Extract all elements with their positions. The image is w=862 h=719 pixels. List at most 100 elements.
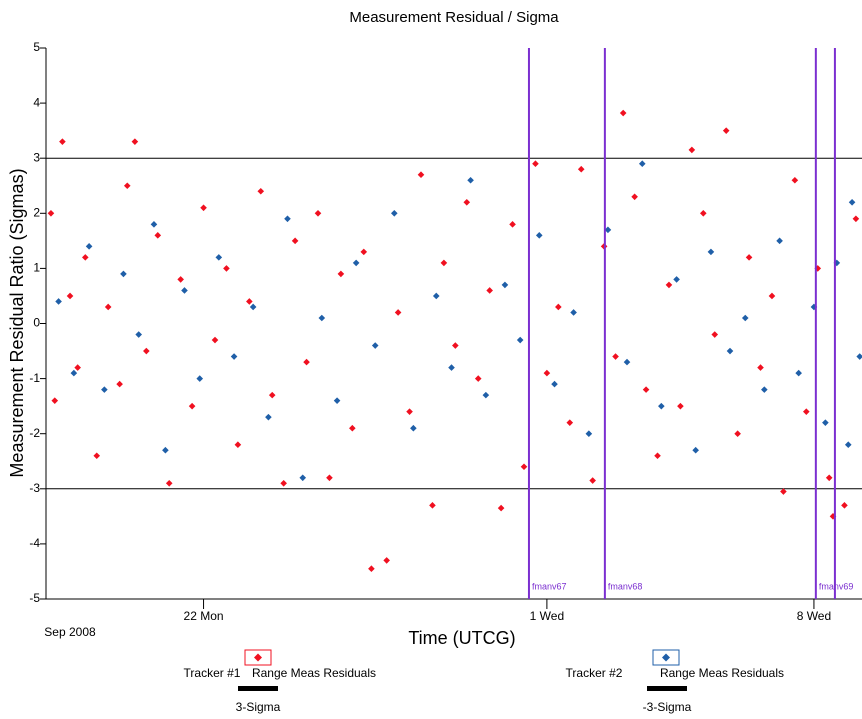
scatter-point xyxy=(780,488,787,495)
x-tick-label: 22 Mon xyxy=(184,609,224,623)
scatter-point xyxy=(486,287,493,294)
scatter-point xyxy=(162,446,169,454)
scatter-point xyxy=(604,226,612,234)
scatter-point xyxy=(482,391,490,399)
scatter-point xyxy=(844,441,852,449)
scatter-point xyxy=(410,424,417,432)
scatter-point xyxy=(123,182,131,190)
scatter-point xyxy=(585,430,593,437)
event-label: fmanv67 xyxy=(532,581,567,591)
scatter-point xyxy=(314,210,322,217)
scatter-point xyxy=(230,353,238,360)
y-tick-label: -1 xyxy=(29,371,40,385)
legend-group: Tracker #2 xyxy=(566,666,623,680)
scatter-point xyxy=(497,504,505,512)
scatter-point xyxy=(417,171,425,179)
scatter-point xyxy=(501,281,509,289)
chart-title: Measurement Residual / Sigma xyxy=(349,9,559,26)
scatter-point xyxy=(776,237,783,245)
scatter-point xyxy=(658,402,665,410)
scatter-point xyxy=(223,265,230,272)
scatter-point xyxy=(318,314,326,322)
scatter-point xyxy=(165,479,173,487)
scatter-point xyxy=(181,287,188,294)
scatter-point xyxy=(741,314,749,322)
scatter-point xyxy=(474,375,482,382)
scatter-point xyxy=(463,198,471,206)
event-label: fmanv69 xyxy=(819,581,854,591)
scatter-point xyxy=(654,452,661,460)
legend-label: Range Meas Residuals xyxy=(252,666,376,680)
event-label: fmanv68 xyxy=(608,581,643,591)
scatter-point xyxy=(211,336,219,344)
scatter-point xyxy=(673,276,680,283)
scatter-point xyxy=(104,303,112,311)
scatter-point xyxy=(448,364,455,371)
scatter-point xyxy=(55,298,62,305)
scatter-point xyxy=(93,452,101,460)
scatter-point xyxy=(726,347,734,355)
scatter-point xyxy=(848,198,856,206)
scatter-point xyxy=(299,474,307,482)
scatter-point xyxy=(337,270,345,278)
scatter-point xyxy=(47,210,55,217)
scatter-point xyxy=(116,380,123,388)
scatter-point xyxy=(589,477,596,484)
scatter-point xyxy=(394,309,402,316)
legend-symbol xyxy=(662,653,670,662)
scatter-point xyxy=(120,270,127,278)
scatter-point xyxy=(51,397,59,404)
scatter-point xyxy=(577,165,585,173)
y-tick-label: -2 xyxy=(29,426,40,440)
legend-label: Range Meas Residuals xyxy=(660,666,784,680)
scatter-point xyxy=(852,215,860,223)
y-axis-label: Measurement Residual Ratio (Sigmas) xyxy=(7,168,27,477)
scatter-point xyxy=(326,474,333,482)
scatter-point xyxy=(177,276,184,283)
scatter-point xyxy=(291,237,299,245)
scatter-point xyxy=(803,408,810,415)
scatter-point xyxy=(333,397,341,404)
scatter-point xyxy=(677,402,684,410)
scatter-point xyxy=(631,193,638,201)
scatter-point xyxy=(795,369,802,377)
scatter-point xyxy=(619,109,627,117)
scatter-point xyxy=(509,221,516,228)
scatter-point xyxy=(257,187,265,195)
scatter-point xyxy=(368,565,375,572)
scatter-point xyxy=(467,176,474,184)
scatter-point xyxy=(535,232,543,239)
scatter-point xyxy=(284,215,291,223)
scatter-point xyxy=(249,303,257,311)
scatter-point xyxy=(59,138,66,145)
scatter-point xyxy=(822,419,829,426)
scatter-point xyxy=(700,210,707,217)
scatter-point xyxy=(371,342,379,349)
scatter-point xyxy=(390,210,398,217)
scatter-point xyxy=(791,176,799,184)
scatter-point xyxy=(150,221,158,228)
scatter-point xyxy=(761,386,768,393)
scatter-point xyxy=(85,243,93,250)
scatter-point xyxy=(745,254,753,261)
scatter-point xyxy=(383,557,390,564)
scatter-point xyxy=(432,292,440,300)
legend-bar-label: -3-Sigma xyxy=(643,700,692,714)
scatter-point xyxy=(246,298,253,305)
scatter-point xyxy=(215,254,223,261)
legend-bar xyxy=(647,686,687,691)
scatter-point xyxy=(734,430,741,437)
scatter-point xyxy=(452,342,459,349)
scatter-point xyxy=(814,265,822,272)
scatter-point xyxy=(440,259,448,267)
legend-box xyxy=(652,649,680,666)
scatter-point xyxy=(856,353,862,360)
x-axis-label: Time (UTCG) xyxy=(408,628,515,648)
scatter-point xyxy=(143,347,150,355)
scatter-point xyxy=(188,402,196,410)
scatter-point xyxy=(101,386,108,393)
scatter-point xyxy=(352,259,360,267)
scatter-point xyxy=(66,292,74,300)
scatter-point xyxy=(154,232,162,239)
scatter-point xyxy=(555,303,562,311)
